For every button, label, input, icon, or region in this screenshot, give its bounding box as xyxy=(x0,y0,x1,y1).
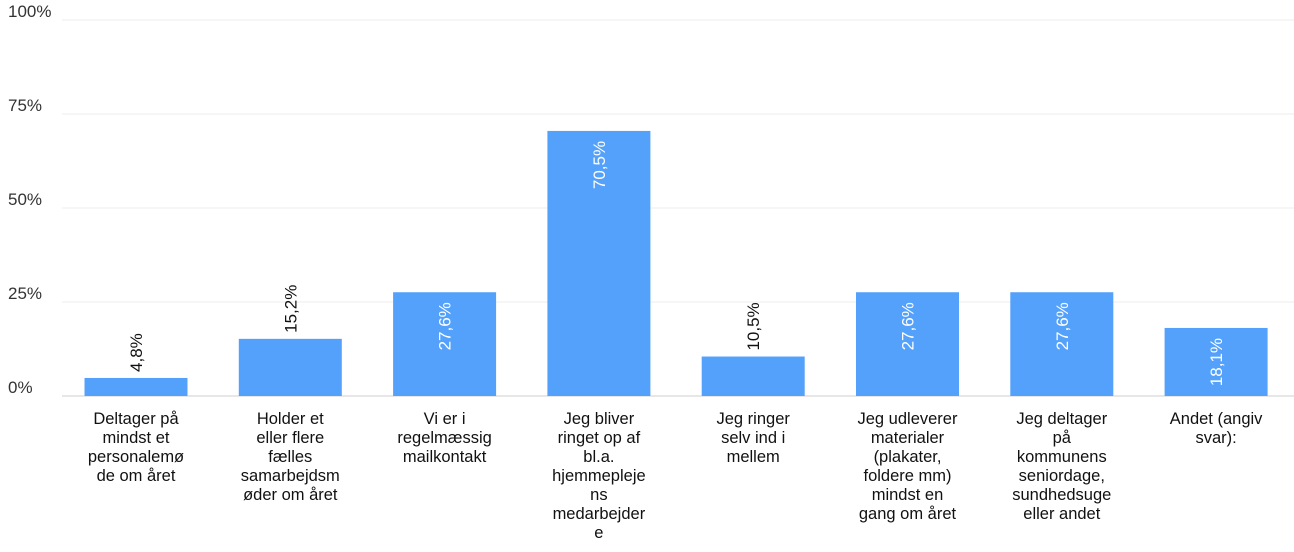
bar xyxy=(1164,327,1268,396)
y-tick-label: 100% xyxy=(8,2,51,21)
x-tick-label: Deltager på mindst et personalemø de om … xyxy=(87,410,185,485)
x-tick-label: Holder et eller flere fælles samarbejdsm… xyxy=(240,410,340,504)
x-tick-label: Jeg bliver ringet op af bl.a. hjemmeplej… xyxy=(552,410,646,542)
bar xyxy=(84,377,188,396)
x-tick-label: Vi er i regelmæssig mailkontakt xyxy=(397,410,492,466)
bar xyxy=(701,356,805,396)
bar xyxy=(547,130,651,397)
x-tick-label: Jeg ringer selv ind i mellem xyxy=(716,410,790,466)
bar xyxy=(393,292,497,396)
y-tick-label: 75% xyxy=(8,96,42,115)
data-label: 10,5% xyxy=(744,302,763,350)
bar xyxy=(1010,292,1114,396)
y-tick-label: 25% xyxy=(8,284,42,303)
data-label: 18,1% xyxy=(1207,338,1226,386)
data-label: 27,6% xyxy=(436,302,455,350)
data-label: 15,2% xyxy=(281,285,300,333)
y-tick-label: 50% xyxy=(8,190,42,209)
y-tick-label: 0% xyxy=(8,378,33,397)
x-tick-label: Jeg deltager på kommunens seniordage, su… xyxy=(1012,410,1112,523)
x-tick-label: Jeg udleverer materialer (plakater, fold… xyxy=(857,410,958,523)
data-label: 27,6% xyxy=(899,302,918,350)
bar xyxy=(238,338,342,396)
data-label: 27,6% xyxy=(1053,302,1072,350)
data-label: 4,8% xyxy=(127,333,146,372)
bar xyxy=(856,292,959,396)
data-label: 70,5% xyxy=(590,141,609,189)
x-tick-label: Andet (angiv svar): xyxy=(1169,410,1263,447)
